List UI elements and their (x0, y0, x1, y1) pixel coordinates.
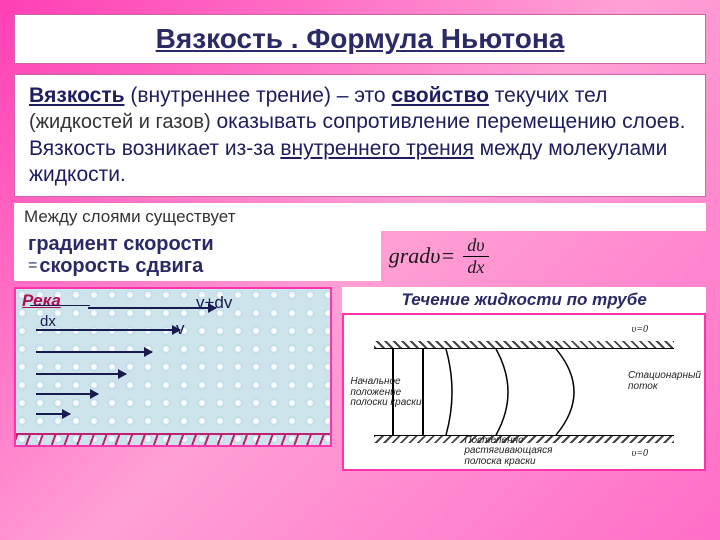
shear-rate-label: скорость сдвига (39, 255, 203, 277)
definition-box: Вязкость (внутреннее трение) – это свойс… (14, 74, 706, 197)
tube-column: Течение жидкости по трубе υ=0 υ=0 Началь… (342, 287, 706, 471)
gradient-label: градиент скорости (28, 233, 371, 255)
term-internal-friction: внутреннего трения (280, 137, 474, 160)
v0-top: υ=0 (632, 325, 648, 336)
term-property: свойство (391, 84, 488, 107)
velocity-profile-curve (444, 349, 488, 435)
velocity-arrow (36, 393, 98, 395)
title-box: Вязкость . Формула Ньютона (14, 14, 706, 64)
formula-lhs: gradυ (389, 243, 441, 269)
between-layers-text: Между слоями существует (14, 203, 706, 231)
river-column: Река dx v+dv v (14, 287, 332, 471)
lbl-stationary: Стационарный поток (628, 371, 700, 392)
eq-prefix: = (28, 257, 37, 274)
lbl-stretching: Постепенно растягивающаяся полоска краск… (464, 436, 604, 468)
river-label: Река (22, 291, 61, 311)
def-b1: текучих тел (489, 84, 607, 107)
velocity-profile-curve (494, 349, 538, 435)
page-title: Вязкость . Формула Ньютона (31, 23, 689, 55)
lbl-left2: полоски краски (350, 397, 421, 408)
velocity-arrow (36, 329, 180, 331)
formula-eq: = (440, 243, 455, 269)
formula-den: dx (463, 257, 488, 278)
droplet-texture (16, 289, 330, 445)
tube-diagram: υ=0 υ=0 Начальное положение полоски крас… (342, 313, 706, 471)
dx-tick (30, 305, 90, 306)
def-paren: (внутреннее трение) – это (125, 84, 392, 107)
lbl-right2: поток (628, 381, 658, 392)
velocity-arrow (36, 351, 152, 353)
lbl-right1: Стационарный (628, 370, 701, 381)
velocity-arrow (36, 373, 126, 375)
def-clarification: (жидкостей и газов) (29, 111, 211, 133)
lbl-bot2: растягивающаяся (464, 445, 552, 456)
shear-rate-row: =скорость сдвига (28, 255, 371, 277)
term-viscosity: Вязкость (29, 84, 125, 107)
lbl-initial: Начальное положение полоски краски (350, 377, 440, 409)
gradient-left: градиент скорости =скорость сдвига (14, 231, 381, 281)
velocity-arrow (36, 413, 70, 415)
lbl-bot3: полоска краски (464, 456, 535, 467)
formula-num: dυ (463, 235, 488, 257)
velocity-arrow (88, 307, 216, 309)
lbl-bot1: Постепенно (464, 435, 523, 446)
v0-bot: υ=0 (632, 449, 648, 460)
lower-row: Река dx v+dv v Течение жидкости по трубе… (14, 287, 706, 471)
dx-label: dx (40, 313, 56, 330)
def-b3: Вязкость возникает из-за (29, 137, 280, 160)
pipe-wall-top (374, 341, 674, 349)
gradient-row: градиент скорости =скорость сдвига gradυ… (14, 231, 706, 281)
def-b2: оказывать сопротивление перемещению слое… (211, 110, 686, 133)
velocity-profile-curve (554, 349, 598, 435)
river-diagram: Река dx v+dv v (14, 287, 332, 447)
lbl-left1: Начальное положение (350, 376, 401, 398)
formula-fraction: dυ dx (463, 235, 488, 278)
newton-formula: gradυ = dυ dx (381, 235, 706, 278)
tube-title: Течение жидкости по трубе (342, 287, 706, 313)
riverbed-hatch (16, 433, 330, 445)
